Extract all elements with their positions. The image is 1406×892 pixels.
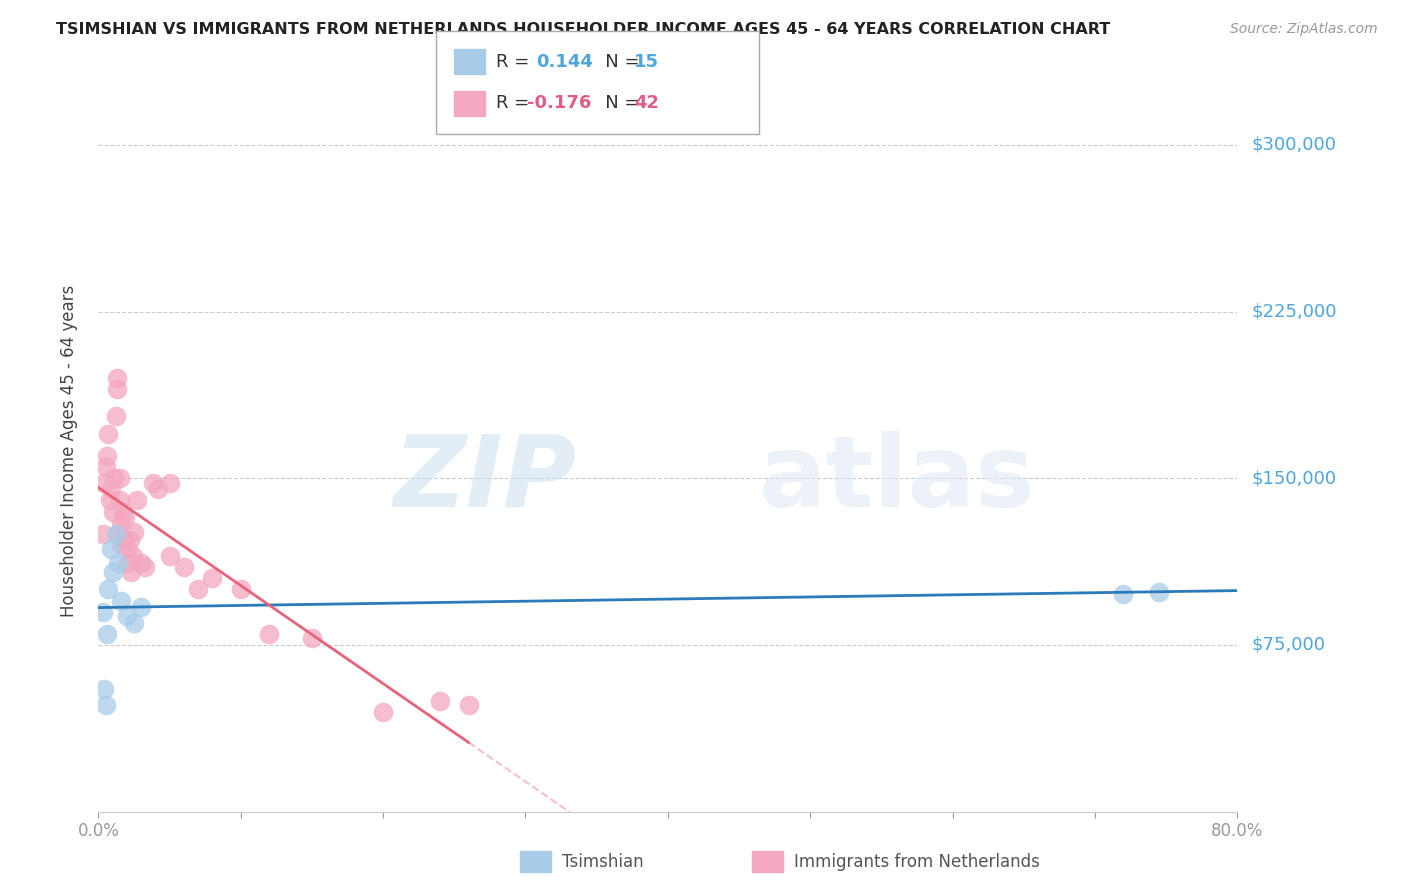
Point [110,538,132,552]
Text: $225,000: $225,000 [1251,302,1337,320]
Text: 0.144: 0.144 [536,53,592,70]
Point [373,705,395,719]
Point [129,600,152,615]
Text: Immigrants from Netherlands: Immigrants from Netherlands [794,853,1040,871]
Text: -0.176: -0.176 [527,95,592,112]
Point [229,582,252,597]
Point [115,609,138,624]
Text: Source: ZipAtlas.com: Source: ZipAtlas.com [1230,22,1378,37]
Point [101,505,124,519]
Point [187,582,209,597]
Point [122,615,145,630]
Point [108,493,131,508]
Point [97,426,120,441]
Text: 42: 42 [634,95,659,112]
Point [100,483,122,497]
Point [259,627,281,641]
Point [105,371,128,385]
Point [93,475,115,490]
Point [141,475,163,490]
Point [105,382,128,396]
Y-axis label: Householder Income Ages 45 - 64 years: Householder Income Ages 45 - 64 years [59,285,77,616]
Point [201,571,224,585]
Point [110,593,132,607]
Point [118,533,141,548]
Point [104,409,127,423]
Point [107,526,129,541]
Text: ZIP: ZIP [394,431,576,528]
Text: $300,000: $300,000 [1251,136,1336,153]
Point [101,565,124,579]
Point [159,549,181,563]
Point [112,533,135,548]
Point [134,560,156,574]
Point [173,560,195,574]
Point [117,556,139,570]
Point [110,516,132,530]
Point [129,556,152,570]
Point [94,698,117,712]
Point [104,526,127,541]
Text: atlas: atlas [759,431,1036,528]
Text: N =: N = [588,53,645,70]
Text: $150,000: $150,000 [1251,469,1336,487]
Text: Tsimshian: Tsimshian [562,853,644,871]
Point [107,556,129,570]
Point [96,449,118,463]
Point [1147,584,1170,599]
Point [429,693,451,707]
Point [148,483,170,497]
Text: R =: R = [496,95,536,112]
Point [457,698,479,712]
Point [91,605,114,619]
Point [93,682,115,697]
Point [114,511,136,525]
Point [91,526,114,541]
Point [121,549,143,563]
Text: R =: R = [496,53,541,70]
Text: N =: N = [588,95,645,112]
Point [115,542,138,557]
Point [103,471,125,485]
Point [1112,587,1135,601]
Point [120,565,142,579]
Point [100,542,122,557]
Point [98,493,121,508]
Point [97,582,120,597]
Point [111,505,134,519]
Point [122,524,145,539]
Text: 15: 15 [634,53,659,70]
Point [125,493,148,508]
Point [301,632,323,646]
Point [96,627,118,641]
Point [94,460,117,475]
Text: TSIMSHIAN VS IMMIGRANTS FROM NETHERLANDS HOUSEHOLDER INCOME AGES 45 - 64 YEARS C: TSIMSHIAN VS IMMIGRANTS FROM NETHERLANDS… [56,22,1111,37]
Point [159,475,181,490]
Point [108,471,131,485]
Text: $75,000: $75,000 [1251,636,1326,654]
